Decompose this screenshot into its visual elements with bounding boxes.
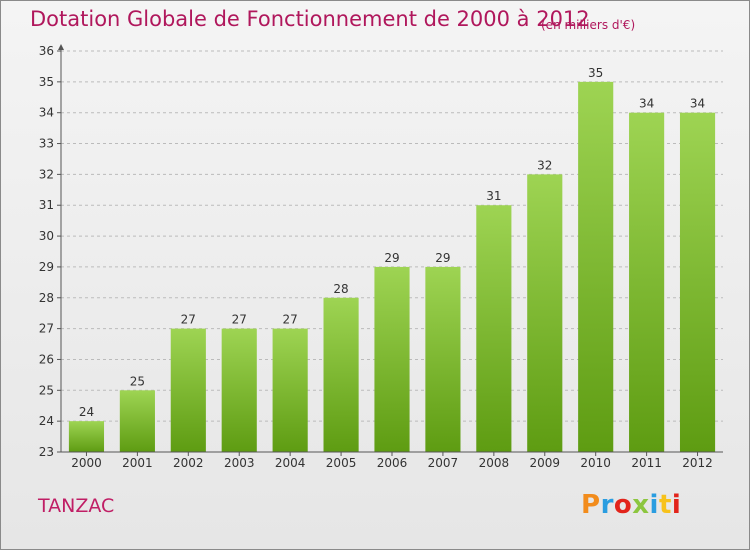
bar <box>527 174 563 452</box>
bar-value-label: 28 <box>333 282 348 296</box>
bar-value-label: 35 <box>588 66 603 80</box>
x-tick-label: 2008 <box>479 456 510 470</box>
bar-value-label: 27 <box>181 313 196 327</box>
x-tick-label: 2006 <box>377 456 408 470</box>
x-tick-label: 2003 <box>224 456 255 470</box>
proxiti-logo: Proxiti <box>581 490 681 520</box>
bar-value-label: 32 <box>537 158 552 172</box>
brand-letter: o <box>613 490 633 520</box>
bar-value-label: 24 <box>79 405 94 419</box>
y-tick-label: 28 <box>39 291 54 305</box>
y-tick-label: 27 <box>39 322 54 336</box>
bar-value-label: 29 <box>384 251 399 265</box>
y-axis-arrow <box>58 44 64 50</box>
y-tick-label: 32 <box>39 167 54 181</box>
x-tick-label: 2012 <box>682 456 713 470</box>
x-tick-label: 2002 <box>173 456 204 470</box>
bar-value-label: 29 <box>435 251 450 265</box>
bar <box>170 328 206 452</box>
y-tick-label: 23 <box>39 445 54 459</box>
bar <box>374 266 410 452</box>
bar <box>578 81 614 452</box>
bar-value-label: 34 <box>690 97 705 111</box>
bar-value-label: 27 <box>232 313 247 327</box>
x-tick-label: 2000 <box>71 456 102 470</box>
brand-letter: P <box>581 490 601 520</box>
x-tick-label: 2005 <box>326 456 357 470</box>
bar <box>68 421 105 452</box>
brand-letter: i <box>671 490 682 520</box>
brand-letter: i <box>649 490 659 520</box>
bar <box>629 112 665 452</box>
bar <box>221 328 257 452</box>
y-tick-label: 33 <box>39 137 54 151</box>
bar <box>119 390 155 452</box>
bar <box>425 266 461 452</box>
y-tick-label: 34 <box>39 106 54 120</box>
bar-value-label: 27 <box>283 313 298 327</box>
y-tick-label: 26 <box>39 352 54 366</box>
x-tick-label: 2004 <box>275 456 306 470</box>
y-tick-label: 31 <box>39 198 54 212</box>
y-tick-label: 35 <box>39 75 54 89</box>
y-tick-label: 36 <box>39 44 54 58</box>
brand-letter: x <box>632 490 650 520</box>
bar-value-label: 34 <box>639 97 654 111</box>
bar-value-label: 25 <box>130 374 145 388</box>
y-tick-label: 30 <box>39 229 54 243</box>
bar-value-label: 31 <box>486 189 501 203</box>
bar <box>476 205 512 452</box>
x-tick-label: 2011 <box>631 456 662 470</box>
x-tick-label: 2007 <box>428 456 459 470</box>
commune-name: TANZAC <box>38 495 115 517</box>
y-tick-label: 29 <box>39 260 54 274</box>
y-tick-label: 25 <box>39 383 54 397</box>
y-tick-label: 24 <box>39 414 54 428</box>
bar <box>323 297 359 452</box>
brand-letter: t <box>658 490 672 520</box>
chart-title: Dotation Globale de Fonctionnement de 20… <box>30 7 590 31</box>
x-tick-label: 2001 <box>122 456 153 470</box>
brand-letter: r <box>600 490 614 520</box>
x-tick-label: 2009 <box>529 456 560 470</box>
bar <box>679 112 716 452</box>
x-tick-label: 2010 <box>580 456 611 470</box>
chart-unit-note: (en milliers d'€) <box>541 18 636 32</box>
bar <box>272 328 308 452</box>
